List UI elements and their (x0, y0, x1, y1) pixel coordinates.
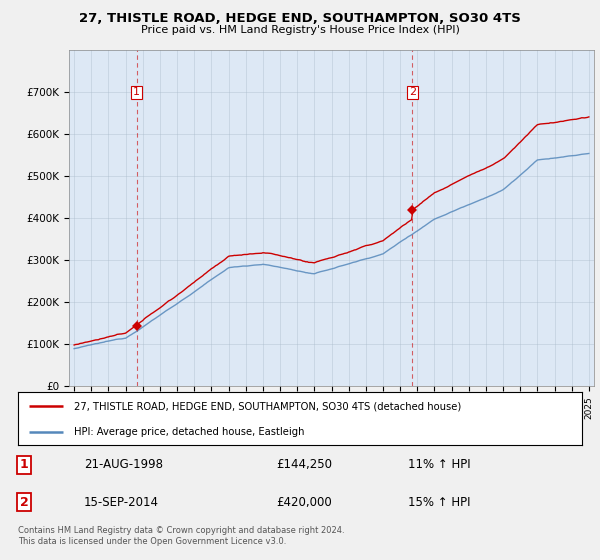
Text: 15% ↑ HPI: 15% ↑ HPI (408, 496, 470, 509)
Text: 27, THISTLE ROAD, HEDGE END, SOUTHAMPTON, SO30 4TS: 27, THISTLE ROAD, HEDGE END, SOUTHAMPTON… (79, 12, 521, 25)
Text: 2: 2 (409, 87, 416, 97)
Text: 1: 1 (20, 458, 28, 471)
Text: 27, THISTLE ROAD, HEDGE END, SOUTHAMPTON, SO30 4TS (detached house): 27, THISTLE ROAD, HEDGE END, SOUTHAMPTON… (74, 402, 461, 412)
Text: 15-SEP-2014: 15-SEP-2014 (84, 496, 159, 509)
Text: £144,250: £144,250 (276, 458, 332, 471)
Text: HPI: Average price, detached house, Eastleigh: HPI: Average price, detached house, East… (74, 427, 305, 437)
Text: Price paid vs. HM Land Registry's House Price Index (HPI): Price paid vs. HM Land Registry's House … (140, 25, 460, 35)
Text: Contains HM Land Registry data © Crown copyright and database right 2024.
This d: Contains HM Land Registry data © Crown c… (18, 526, 344, 546)
Text: 2: 2 (20, 496, 28, 509)
Text: 1: 1 (133, 87, 140, 97)
Text: 21-AUG-1998: 21-AUG-1998 (84, 458, 163, 471)
Text: 11% ↑ HPI: 11% ↑ HPI (408, 458, 470, 471)
Text: £420,000: £420,000 (276, 496, 332, 509)
